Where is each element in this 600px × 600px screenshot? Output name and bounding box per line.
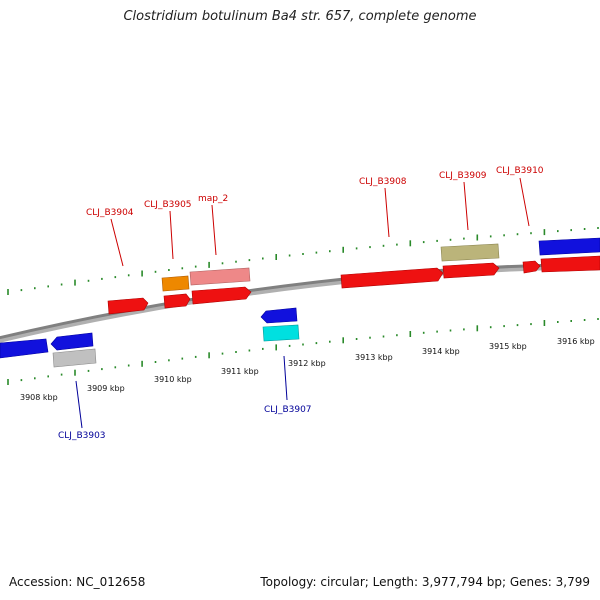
gene-arrow-cljb3907[interactable] [260, 307, 298, 324]
gene-arrow-red-right[interactable] [540, 255, 600, 273]
kbp-label: 3909 kbp [87, 384, 125, 393]
backbone-shadow [0, 263, 600, 343]
gene-block-orange[interactable] [161, 275, 190, 292]
gene-label[interactable]: CLJ_B3908 [359, 177, 407, 187]
gene-label[interactable]: CLJ_B3909 [439, 171, 487, 181]
gene-arrow-map2[interactable] [191, 286, 252, 305]
gene-block-cljb3909[interactable] [440, 243, 500, 262]
gene-label[interactable]: map_2 [198, 194, 228, 204]
tick-row-upper [7, 227, 599, 295]
forward-genes [107, 237, 600, 315]
backbone-line [0, 262, 600, 340]
gene-block-cyan[interactable] [262, 324, 300, 342]
gene-label[interactable]: CLJ_B3903 [58, 431, 106, 441]
genome-summary-text: Topology: circular; Length: 3,977,794 bp… [260, 575, 590, 589]
genome-backbone [0, 262, 600, 343]
gene-label-group: CLJ_B3904 CLJ_B3905 map_2 CLJ_B3908 CLJ_… [58, 166, 544, 441]
gene-arrow-cljb3909[interactable] [442, 262, 500, 279]
gene-block-blue-right[interactable] [538, 237, 600, 256]
gene-label[interactable]: CLJ_B3907 [264, 405, 312, 415]
gene-arrow-cljb3904[interactable] [107, 297, 149, 315]
kbp-label: 3916 kbp [557, 337, 595, 346]
map-title: Clostridium botulinum Ba4 str. 657, comp… [123, 9, 477, 24]
gene-arrow-cljb3905[interactable] [163, 293, 191, 309]
leader-line [384, 187, 390, 238]
leader-line [463, 181, 469, 231]
kbp-label: 3910 kbp [154, 375, 192, 384]
gene-arrow-cljb3903[interactable] [50, 332, 94, 351]
gene-arrow-cljb3908[interactable] [340, 267, 444, 289]
gene-label[interactable]: CLJ_B3910 [496, 166, 544, 176]
kbp-label: 3912 kbp [288, 359, 326, 368]
leader-line [211, 204, 217, 256]
leader-line [75, 380, 83, 429]
accession-text: Accession: NC_012658 [9, 575, 146, 589]
leader-line [283, 355, 288, 401]
tick-row-lower [7, 318, 599, 385]
gene-label[interactable]: CLJ_B3905 [144, 200, 192, 210]
gene-arrow-cljb3910[interactable] [522, 260, 541, 274]
kbp-label: 3914 kbp [422, 347, 460, 356]
leader-lines [75, 177, 530, 429]
gene-arrow-blue-left[interactable] [0, 338, 49, 359]
reverse-genes [0, 307, 300, 368]
gene-block-map2[interactable] [189, 267, 251, 286]
gene-block-grey[interactable] [52, 348, 97, 368]
kbp-label: 3911 kbp [221, 367, 259, 376]
leader-line [519, 177, 530, 227]
kbp-label: 3908 kbp [20, 393, 58, 402]
kbp-label-group: 3908 kbp 3909 kbp 3910 kbp 3911 kbp 3912… [20, 337, 595, 402]
kbp-label: 3915 kbp [489, 342, 527, 351]
gene-label[interactable]: CLJ_B3904 [86, 208, 134, 218]
kbp-label: 3913 kbp [355, 353, 393, 362]
leader-line [169, 210, 174, 260]
leader-line [110, 218, 124, 267]
